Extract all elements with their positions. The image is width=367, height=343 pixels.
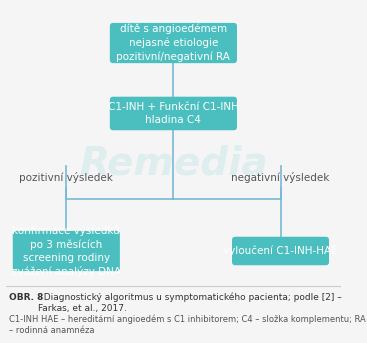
FancyBboxPatch shape [110,97,237,130]
Text: konfirmace výsledků
po 3 měsících
screening rodiny
zvážení analýzy DNA: konfirmace výsledků po 3 měsících screen… [12,225,121,277]
Text: C1-INH HAE – hereditární angioedém s C1 inhibitorem; C4 – složka komplementu; RA: C1-INH HAE – hereditární angioedém s C1 … [10,315,366,335]
FancyBboxPatch shape [110,23,237,63]
Text: Diagnostický algoritmus u symptomatického pacienta; podle [2] – Farkas, et al., : Diagnostický algoritmus u symptomatickéh… [38,293,342,313]
Text: vyloučení C1-INH-HAE: vyloučení C1-INH-HAE [223,246,338,256]
Text: C1-INH + Funkční C1-INH
hladina C4: C1-INH + Funkční C1-INH hladina C4 [108,102,239,125]
Text: Remedia: Remedia [79,145,268,183]
Text: pozitivní výsledek: pozitivní výsledek [19,172,113,183]
Text: dítě s angioedémem
nejasné etiologie
pozitivní/negativní RA: dítě s angioedémem nejasné etiologie poz… [116,24,230,62]
Text: negativní výsledek: negativní výsledek [231,172,330,183]
FancyBboxPatch shape [13,231,120,271]
FancyBboxPatch shape [232,237,329,265]
Text: OBR. 8: OBR. 8 [10,293,44,302]
